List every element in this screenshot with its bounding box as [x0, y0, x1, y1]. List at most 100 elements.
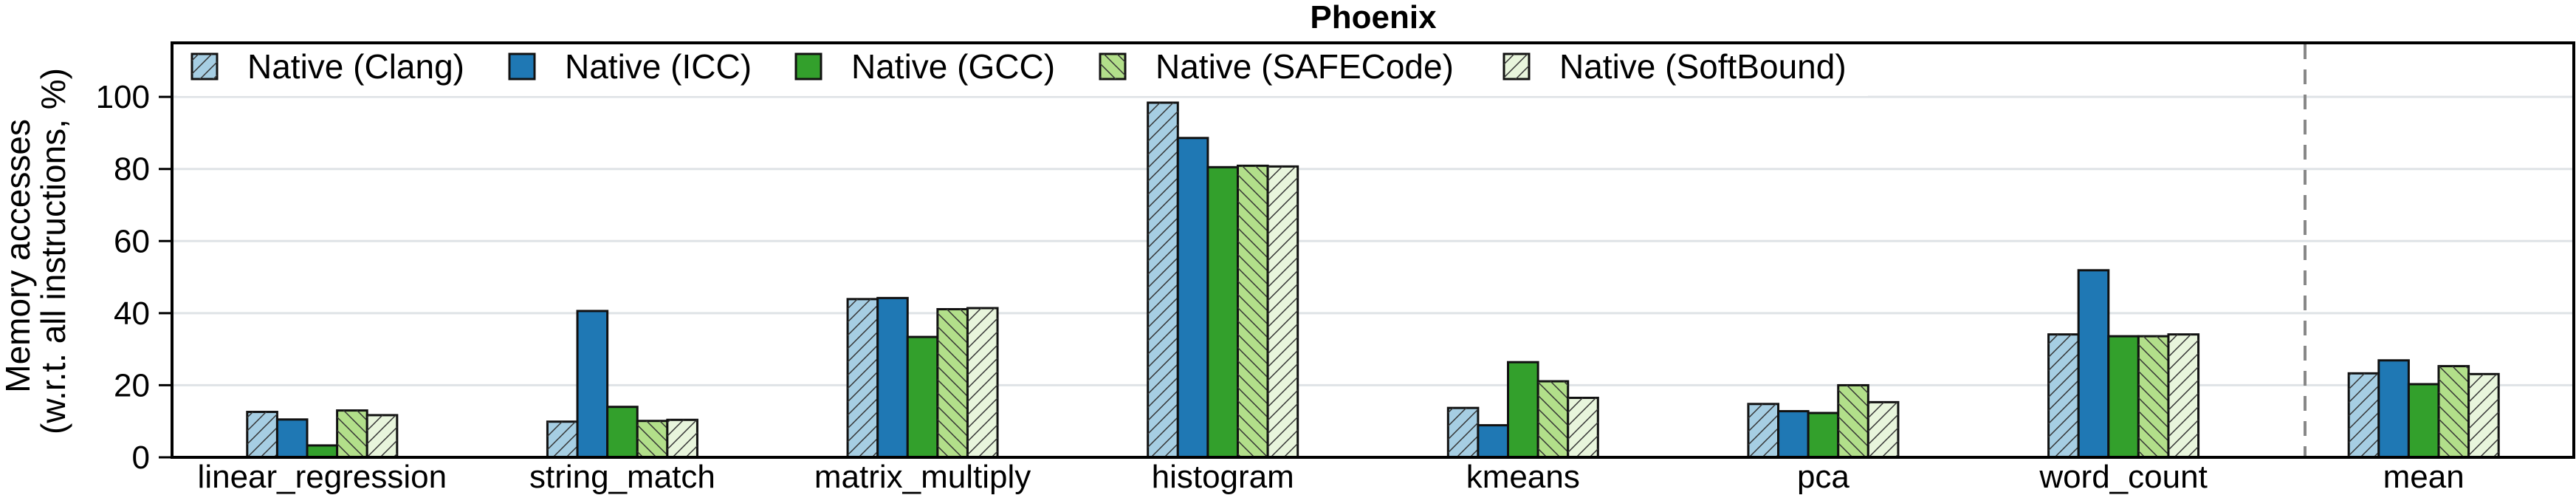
bar [2107, 335, 2140, 459]
bar-fill [1507, 361, 1539, 459]
bar [1837, 383, 1869, 459]
bar-fill [1477, 424, 1510, 459]
legend-swatch-hatch [1100, 54, 1125, 79]
bar-hatch [2168, 334, 2199, 457]
bar-hatch [547, 421, 578, 457]
bar-hatch [1448, 408, 1478, 457]
bar [2407, 383, 2440, 459]
bar [876, 296, 909, 459]
bar-fill [1206, 165, 1239, 459]
bar [936, 308, 969, 459]
legend-item: Native (GCC) [794, 47, 1055, 86]
bar-fill [606, 406, 639, 459]
bar [336, 409, 368, 459]
y-axis-label-line1: Memory accesses [0, 119, 37, 393]
gridlines [172, 95, 2574, 386]
bar [2347, 372, 2380, 459]
bar-hatch [937, 309, 968, 457]
bars [246, 101, 2500, 459]
bar-hatch [337, 410, 368, 457]
bar-hatch [247, 412, 278, 457]
bar [1807, 412, 1840, 459]
legend-label: Native (SAFECode) [1155, 47, 1454, 86]
bar-fill [2107, 335, 2140, 459]
bar [2437, 365, 2470, 459]
bar-hatch [1838, 385, 1869, 457]
bar [606, 406, 639, 459]
bar-fill [275, 418, 309, 459]
bar [1567, 397, 1599, 459]
y-axis-label: Memory accesses (w.r.t. all instructions… [0, 68, 72, 434]
bar [2077, 269, 2110, 459]
legend: Native (Clang) Native (ICC) Native (GCC) Na… [177, 46, 1868, 96]
chart-title: Phoenix [1310, 0, 1437, 35]
x-tick-label: kmeans [1466, 459, 1580, 495]
bar-fill [1176, 137, 1209, 459]
bar [966, 307, 999, 459]
bar [1176, 137, 1209, 459]
bar [2167, 333, 2200, 459]
bar [275, 418, 309, 459]
y-tick-label: 100 [96, 79, 150, 115]
x-tick-label: word_count [2039, 459, 2207, 495]
bar-fill [306, 444, 339, 459]
y-tick-label: 80 [114, 151, 150, 188]
bar-hatch [2138, 336, 2168, 457]
bar-hatch [1237, 165, 1268, 457]
y-axis-label-line2: (w.r.t. all instructions, %) [34, 68, 72, 434]
bar [1446, 406, 1480, 459]
bar [365, 414, 399, 459]
y-axis: 0 20 40 60 80 100 [96, 79, 172, 476]
bar-hatch [637, 420, 667, 457]
bar-hatch [1268, 166, 1298, 457]
legend-label: Native (Clang) [247, 47, 464, 86]
bar [1236, 164, 1269, 459]
bar-fill [2407, 383, 2440, 459]
bar-hatch [1567, 397, 1598, 457]
y-tick-label: 20 [114, 367, 150, 403]
bar-fill [1807, 412, 1840, 459]
legend-swatch [508, 52, 536, 81]
bar-hatch [848, 298, 878, 457]
legend-swatch-hatch [1504, 54, 1529, 79]
bar [1507, 361, 1539, 459]
bar-fill [1777, 410, 1810, 459]
bar [2377, 359, 2410, 459]
x-tick-label: mean [2383, 459, 2465, 495]
plot-frame [171, 41, 2575, 459]
bar [1536, 380, 1570, 459]
legend-label: Native (ICC) [565, 47, 752, 86]
bar [1477, 424, 1510, 459]
legend-background [177, 46, 1868, 96]
bar-hatch [2048, 334, 2079, 457]
bar [906, 335, 939, 459]
bar [306, 444, 339, 459]
x-tick-label: string_match [529, 459, 715, 495]
legend-item: Native (ICC) [508, 47, 752, 86]
legend-label: Native (SoftBound) [1559, 47, 1847, 86]
bar [2137, 335, 2170, 459]
bar-hatch [1538, 381, 1568, 457]
bar-fill [576, 310, 609, 459]
bar-hatch [2349, 373, 2379, 457]
y-tick-label: 60 [114, 223, 150, 259]
bar-fill [906, 335, 939, 459]
bar [546, 420, 579, 459]
x-tick-label: matrix_multiply [814, 459, 1031, 495]
bar [2467, 372, 2500, 459]
bar [1206, 165, 1239, 459]
bar [576, 310, 609, 459]
bar-hatch [1147, 102, 1178, 457]
x-tick-label: pca [1797, 459, 1849, 495]
bar-hatch [367, 414, 397, 457]
y-tick-label: 40 [114, 296, 150, 332]
bar-hatch [1868, 402, 1898, 457]
legend-swatch-hatch [192, 54, 217, 79]
bar [1747, 403, 1780, 459]
legend-item: Native (SAFECode) [1099, 47, 1454, 86]
legend-item: Native (SoftBound) [1502, 47, 1847, 86]
x-tick-label: histogram [1152, 459, 1294, 495]
y-tick-label: 0 [132, 440, 150, 476]
bar [846, 298, 879, 459]
